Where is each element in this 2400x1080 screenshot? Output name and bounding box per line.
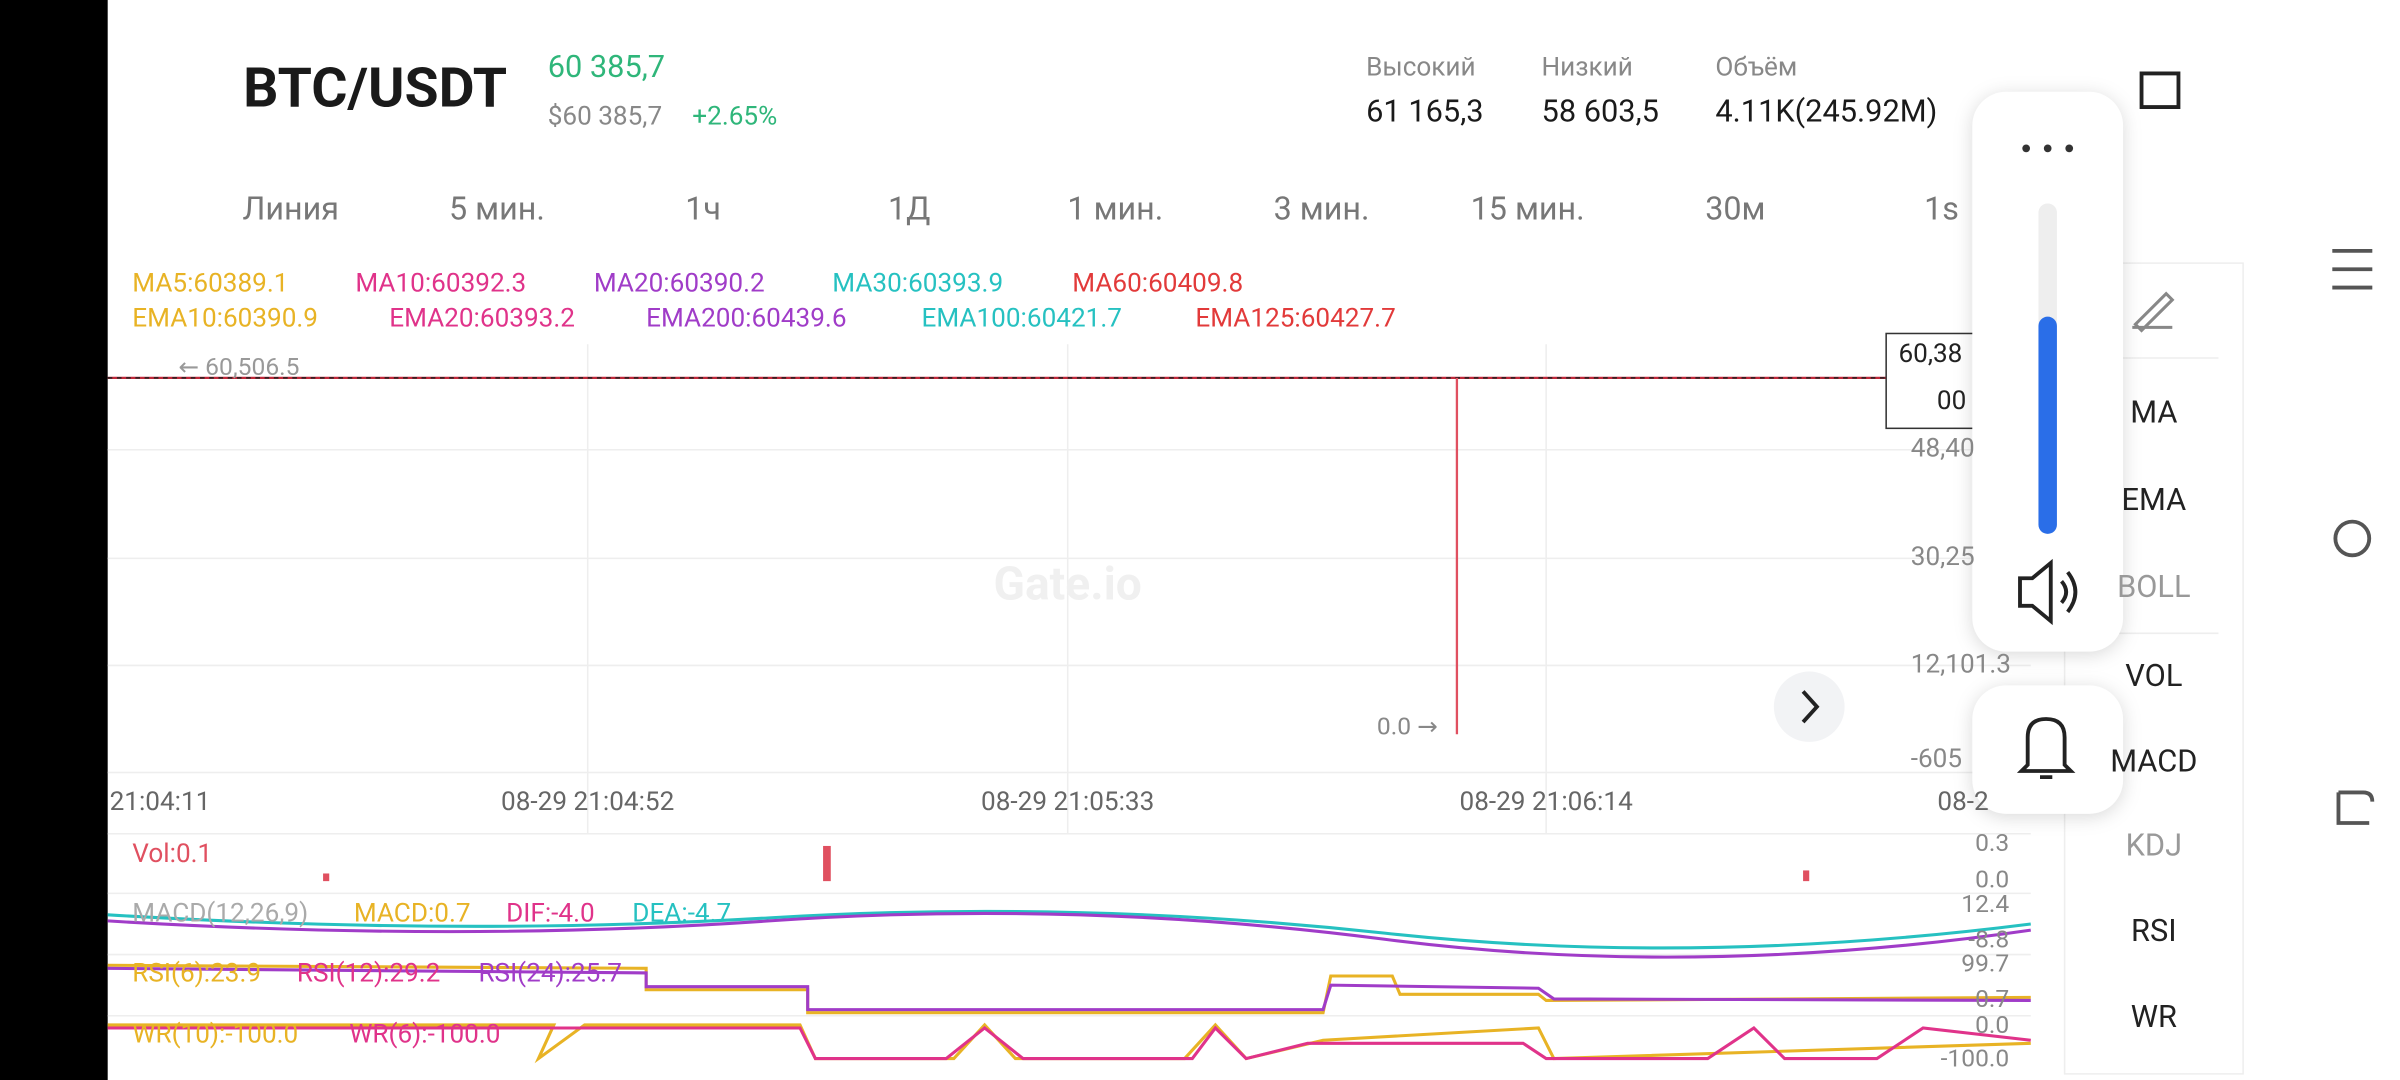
scroll-button[interactable]: [1773, 671, 1845, 742]
current-price: 00: [1937, 386, 1966, 416]
legend-item: EMA200:60439.6: [646, 304, 846, 334]
vol-bar: [323, 873, 330, 882]
vol-bar: [1803, 870, 1810, 882]
scroll-icon: [1801, 690, 1820, 724]
interval-tab[interactable]: 5 мин.: [449, 190, 545, 228]
stat-label: Низкий: [1542, 53, 1633, 83]
vol-label: Vol:0.1: [132, 839, 212, 869]
interval-tab[interactable]: 3 мин.: [1274, 190, 1370, 228]
grid: [107, 344, 2031, 1017]
time-axis-label: 08-2: [1937, 787, 1988, 817]
watermark: Gate.io: [994, 558, 1142, 612]
sub-axis-label: 0.0: [1975, 865, 2009, 894]
stat-value: 61 165,3: [1366, 94, 1483, 129]
stat-label: Высокий: [1366, 53, 1475, 83]
legend-item: MACD:0.7: [354, 899, 471, 929]
legend-item: MACD(12,26,9): [132, 899, 308, 929]
change: +2.65%: [692, 102, 777, 132]
bell-overlay: [1972, 685, 2124, 814]
interval-tab[interactable]: 1ч: [685, 190, 721, 228]
sub-axis-label: -100.0: [1941, 1044, 2010, 1073]
price-axis-label: 48,40: [1911, 434, 1975, 464]
time-axis-label: 08-29 21:05:33: [981, 787, 1154, 817]
price: 60 385,7: [548, 50, 665, 85]
legend-item: EMA10:60390.9: [132, 304, 318, 334]
low-marker: 0.0 →: [1377, 712, 1438, 741]
interval-tab[interactable]: Линия: [243, 190, 339, 228]
time-axis-label: 08-29 21:06:14: [1460, 787, 1634, 817]
legend-item: RSI(6):23.9: [132, 958, 261, 988]
home-button[interactable]: [2333, 519, 2372, 558]
legend-item: WR(6):-100.0: [349, 1020, 500, 1050]
price-axis-label: 12,101.3: [1911, 649, 2011, 679]
legend-item: EMA20:60393.2: [389, 304, 575, 334]
current-price: 60,38: [1898, 339, 1962, 369]
indicator-option[interactable]: MA: [2130, 396, 2177, 431]
indicator-option[interactable]: KDJ: [2126, 829, 2182, 864]
legend-item: MA20:60390.2: [594, 268, 765, 298]
stat-value: 58 603,5: [1542, 94, 1659, 129]
dot: [2065, 144, 2074, 153]
legend-item: EMA125:60427.7: [1195, 304, 1395, 334]
legend-item: EMA100:60421.7: [922, 304, 1122, 334]
legend-item: MA30:60393.9: [832, 268, 1003, 298]
pair: BTC/USDT: [243, 56, 507, 120]
dot: [2022, 144, 2030, 153]
interval-tab[interactable]: 1s: [1924, 190, 1959, 228]
left-edge: [0, 0, 108, 1080]
high-marker: ← 60,506.5: [178, 352, 299, 381]
sub-axis-label: 0.0: [1975, 1010, 2009, 1039]
share-icon[interactable]: [2139, 71, 2181, 109]
dot: [2043, 144, 2052, 153]
stat-value: 4.11K(245.92M): [1715, 94, 1937, 129]
sub-axis-label: -8.8: [1968, 924, 2009, 953]
draw-icon[interactable]: [2132, 291, 2175, 333]
indicator-option[interactable]: RSI: [2131, 914, 2177, 949]
menu-button[interactable]: [2332, 248, 2373, 290]
interval-tab[interactable]: 30м: [1705, 190, 1765, 228]
indicator-option[interactable]: VOL: [2125, 659, 2182, 694]
time-axis-label: 08-29 21:04:52: [501, 787, 674, 817]
price-usd: $60 385,7: [548, 102, 662, 132]
legend-item: RSI(24):25.7: [478, 958, 621, 988]
indicator-option[interactable]: EMA: [2122, 483, 2187, 518]
interval-tab[interactable]: 1 мин.: [1067, 190, 1163, 228]
sub-axis-label: 99.7: [1961, 949, 2009, 978]
legend-item: WR(10):-100.0: [132, 1020, 298, 1050]
indicator-option[interactable]: WR: [2131, 1000, 2177, 1035]
legend-item: MA60:60409.8: [1072, 268, 1243, 298]
legend-item: MA10:60392.3: [355, 268, 526, 298]
interval-tab[interactable]: 15 мин.: [1471, 190, 1585, 228]
price-axis-label: 30,25: [1911, 542, 1975, 572]
back-button[interactable]: [2336, 790, 2375, 825]
legend-item: DIF:-4.0: [506, 899, 595, 929]
stat-label: Объём: [1715, 53, 1797, 83]
sub-axis-label: 0.7: [1975, 984, 2009, 1013]
price-axis-label: -605: [1911, 744, 1962, 774]
vol-bar: [823, 845, 831, 882]
legend-item: DEA:-4.7: [632, 899, 731, 929]
interval-tab[interactable]: 1Д: [888, 190, 930, 228]
speaker-icon[interactable]: [2018, 558, 2078, 626]
indicator-lines: [107, 909, 2031, 1064]
bell-icon[interactable]: [2016, 717, 2076, 780]
sub-axis-label: 12.4: [1961, 889, 2009, 918]
legend-item: MA5:60389.1: [132, 268, 288, 298]
sub-axis-label: 0.3: [1975, 828, 2009, 857]
legend-item: RSI(12):29.2: [297, 958, 440, 988]
indicator-option[interactable]: MACD: [2110, 745, 2197, 780]
time-axis-label: 21:04:11: [110, 787, 211, 817]
indicator-option[interactable]: BOLL: [2117, 570, 2190, 605]
nav-bar: [2332, 248, 2375, 825]
volume-level: [2038, 316, 2057, 534]
